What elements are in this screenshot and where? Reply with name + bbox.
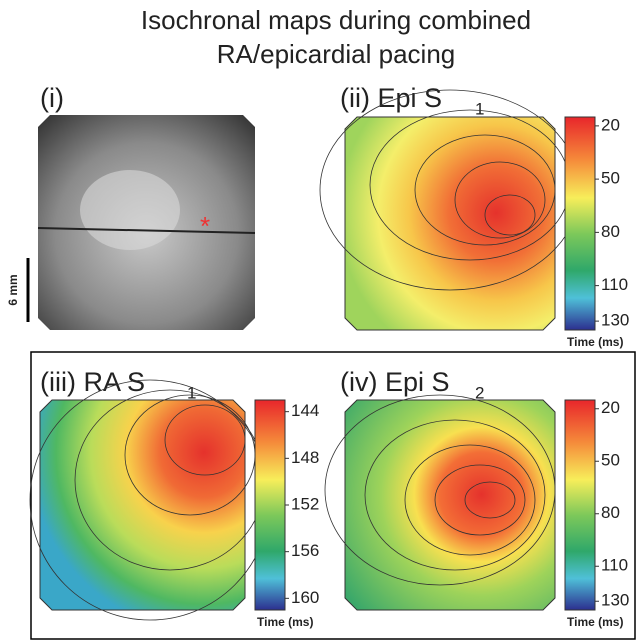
panel-subscript: 1 — [187, 383, 196, 402]
scale-label: 6 mm — [6, 274, 20, 305]
colorbar-tick-label: 80 — [601, 503, 620, 522]
colorbar-tick-label: 110 — [601, 275, 628, 294]
colorbar — [564, 399, 596, 611]
panel-subscript: 2 — [475, 383, 484, 402]
colorbar-title: Time (ms) — [567, 615, 623, 629]
colorbar-tick-label: 144 — [291, 401, 319, 420]
colorbar-tick-label: 20 — [601, 115, 620, 134]
isochronal-map — [344, 116, 556, 331]
isochronal-map — [344, 399, 556, 611]
colorbar-tick-label: 160 — [291, 588, 319, 607]
title-line: RA/epicardial pacing — [217, 39, 455, 69]
colorbar-title: Time (ms) — [567, 335, 623, 349]
colorbar-tick-label: 130 — [601, 311, 629, 330]
colorbar-tick-label: 148 — [291, 448, 319, 467]
colorbar-tick-label: 50 — [601, 451, 620, 470]
panel-label: (ii) Epi S — [340, 83, 442, 113]
photo-wire — [37, 227, 256, 234]
colorbar — [564, 116, 596, 331]
panel-label: (i) — [40, 83, 64, 113]
pacing-site: * — [200, 211, 210, 241]
title-line: Isochronal maps during combined — [141, 5, 531, 35]
isochronal-map — [39, 399, 246, 611]
colorbar-tick-label: 20 — [601, 398, 620, 417]
colorbar-tick-label: 110 — [601, 556, 628, 575]
colorbar-tick-label: 50 — [601, 169, 620, 188]
panel-subscript: 1 — [475, 99, 484, 118]
colorbar-tick-label: 130 — [601, 591, 629, 610]
panel-frame — [30, 351, 636, 640]
contours — [319, 89, 581, 291]
contours — [324, 394, 556, 586]
colorbar-tick-label: 156 — [291, 541, 319, 560]
colorbar-tick-label: 80 — [601, 222, 620, 241]
colorbar-tick-label: 152 — [291, 494, 319, 513]
panel-label: (iv) Epi S — [340, 367, 450, 397]
photo-texture — [80, 170, 180, 250]
colorbar-title: Time (ms) — [257, 615, 313, 629]
colorbar — [254, 399, 286, 611]
